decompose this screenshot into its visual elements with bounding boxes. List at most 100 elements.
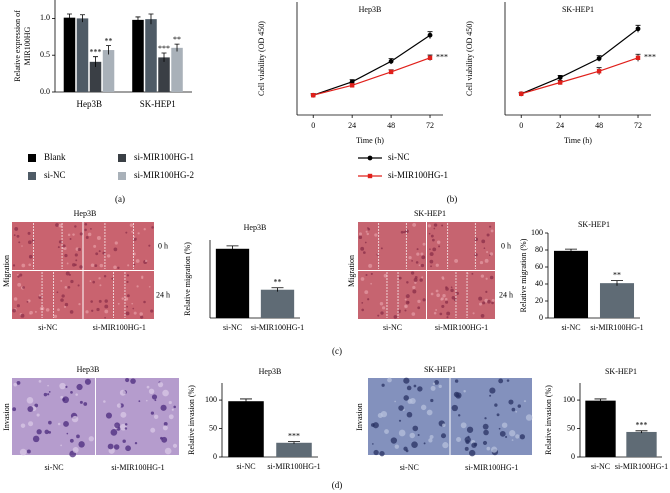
- cell: [379, 451, 385, 457]
- cell: [160, 404, 167, 411]
- error-bar: [226, 245, 239, 252]
- cell: [471, 442, 477, 448]
- cell: [132, 307, 135, 310]
- cell: [60, 279, 63, 282]
- x-tick-label: si-MIR100HG-1: [590, 323, 643, 332]
- cell: [489, 225, 492, 228]
- cell: [478, 302, 482, 306]
- cell: [98, 277, 101, 280]
- cell: [364, 241, 367, 244]
- error-bar: [288, 441, 300, 444]
- bar: [63, 17, 76, 92]
- cell: [508, 399, 514, 405]
- cell: [131, 302, 134, 305]
- cell: [125, 445, 131, 452]
- cell: [489, 252, 494, 256]
- cell: [18, 241, 21, 244]
- cell: [481, 239, 486, 244]
- cell: [434, 380, 440, 385]
- point: [349, 83, 355, 88]
- cell: [64, 253, 68, 258]
- image-col-label: si-MIR100HG-1: [435, 323, 488, 332]
- series-line: [520, 28, 639, 95]
- series-line: [313, 34, 431, 96]
- cell: [111, 277, 114, 280]
- cell: [415, 261, 419, 264]
- cell: [72, 263, 76, 267]
- cell: [438, 384, 442, 389]
- cell: [486, 233, 490, 237]
- cell: [90, 227, 92, 230]
- cell: [68, 273, 72, 276]
- y-tick-label: 20: [535, 296, 543, 305]
- cell: [84, 228, 87, 232]
- point: [519, 91, 524, 97]
- micrograph: [83, 271, 154, 319]
- cell: [511, 439, 514, 441]
- chart-title: SK-HEP1: [605, 367, 637, 376]
- cell: [173, 405, 176, 409]
- cell: [365, 273, 368, 277]
- cell: [148, 244, 151, 247]
- significance: **: [105, 36, 113, 45]
- bar: [599, 283, 635, 318]
- cell: [403, 395, 409, 401]
- cell: [432, 382, 436, 385]
- legend-label: si-NC: [44, 170, 66, 180]
- cell: [164, 447, 172, 455]
- cell: [467, 435, 470, 438]
- cell: [114, 241, 118, 245]
- cell: [417, 299, 421, 303]
- cell: [404, 309, 407, 312]
- cell: [441, 304, 445, 308]
- y-axis-label: Relative expression of: [13, 10, 22, 82]
- point: [388, 58, 394, 64]
- cell: [124, 427, 128, 430]
- cell: [433, 227, 436, 230]
- point: [427, 55, 433, 60]
- cell: [428, 438, 433, 443]
- significance: **: [613, 270, 621, 279]
- cell: [27, 231, 31, 235]
- significance: ***: [288, 431, 300, 440]
- cell: [456, 437, 462, 442]
- x-tick-label: si-NC: [223, 323, 242, 332]
- cell: [482, 301, 486, 305]
- cell: [53, 314, 58, 319]
- cell: [430, 385, 436, 391]
- cell: [78, 302, 81, 306]
- cell: [153, 414, 159, 419]
- cell: [75, 393, 78, 396]
- cell: [126, 305, 129, 308]
- panel-label: (d): [332, 480, 343, 490]
- error-bar: [135, 16, 141, 23]
- cell: [413, 277, 418, 282]
- cell: [36, 413, 40, 417]
- cell: [464, 446, 469, 451]
- bar: [228, 401, 264, 457]
- x-tick-label: 0: [519, 121, 523, 130]
- cell: [482, 423, 489, 430]
- cell: [429, 259, 434, 264]
- cell: [16, 304, 20, 308]
- point: [427, 32, 433, 38]
- cell: [137, 232, 140, 235]
- cell: [150, 309, 154, 313]
- cell: [413, 384, 417, 388]
- cell: [124, 423, 128, 426]
- cell: [432, 238, 435, 242]
- cell: [13, 234, 16, 237]
- cell: [113, 444, 120, 450]
- cell: [150, 427, 156, 433]
- cell: [494, 403, 498, 407]
- chart-title: SK-HEP1: [562, 5, 594, 14]
- cell: [133, 237, 137, 241]
- cell: [95, 252, 99, 256]
- cell: [509, 430, 516, 437]
- cell: [64, 302, 69, 307]
- x-tick-label: si-NC: [561, 323, 580, 332]
- cell: [26, 300, 29, 303]
- error-bar: [106, 45, 112, 55]
- cell: [406, 281, 409, 284]
- cell: [491, 298, 495, 302]
